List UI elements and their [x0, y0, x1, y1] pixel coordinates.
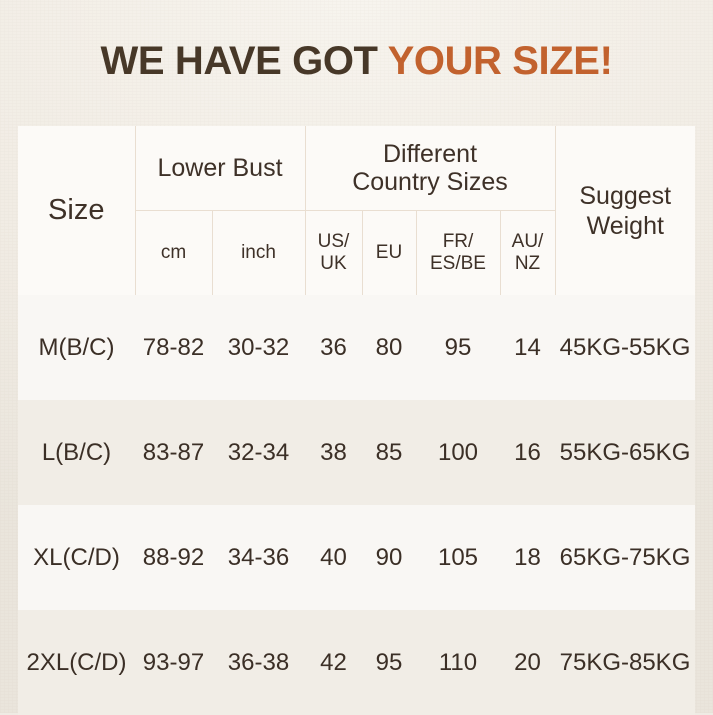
cell-size: XL(C/D) — [18, 505, 135, 610]
header-row-group: Size Lower Bust Different Country Sizes … — [18, 126, 695, 295]
header-size: Size — [18, 126, 136, 295]
cell-eu: 90 — [362, 505, 416, 610]
header-us-uk-line1: US/ — [317, 231, 350, 253]
header-us-uk: US/ UK — [305, 210, 363, 295]
header-suggest-weight-line1: Suggest — [579, 181, 672, 210]
header-au-nz: AU/ NZ — [500, 210, 556, 295]
table-row: M(B/C) 78-82 30-32 36 80 95 14 45KG-55KG — [18, 295, 695, 400]
cell-au-nz: 18 — [500, 505, 555, 610]
cell-au-nz: 14 — [500, 295, 555, 400]
cell-us-uk: 36 — [305, 295, 362, 400]
cell-us-uk: 42 — [305, 610, 362, 715]
cell-cm: 93-97 — [135, 610, 212, 715]
table-header: Size Lower Bust Different Country Sizes … — [18, 126, 695, 295]
cell-inch: 34-36 — [212, 505, 305, 610]
header-country-sizes: Different Country Sizes — [305, 126, 556, 211]
cell-eu: 80 — [362, 295, 416, 400]
header-au-nz-line2: NZ — [514, 253, 541, 274]
header-fr-es-be-line2: ES/BE — [430, 253, 486, 274]
cell-weight: 45KG-55KG — [555, 295, 695, 400]
cell-size: M(B/C) — [18, 295, 135, 400]
page-title: WE HAVE GOT YOUR SIZE! — [0, 41, 713, 81]
cell-weight: 75KG-85KG — [555, 610, 695, 715]
cell-au-nz: 20 — [500, 610, 555, 715]
table-row: L(B/C) 83-87 32-34 38 85 100 16 55KG-65K… — [18, 400, 695, 505]
size-chart-container: Size Lower Bust Different Country Sizes … — [18, 126, 695, 715]
header-cm: cm — [135, 210, 213, 295]
header-row-sub: cm inch US/ UK EU FR/ ES/BE AU/ NZ — [18, 210, 695, 295]
cell-weight: 65KG-75KG — [555, 505, 695, 610]
title-text-accent: YOUR SIZE! — [387, 39, 613, 83]
cell-us-uk: 38 — [305, 400, 362, 505]
header-suggest-weight: Suggest Weight — [555, 126, 695, 295]
size-chart-table: Size Lower Bust Different Country Sizes … — [18, 126, 695, 715]
cell-eu: 85 — [362, 400, 416, 505]
cell-inch: 36-38 — [212, 610, 305, 715]
header-eu: EU — [362, 210, 417, 295]
title-text-primary: WE HAVE GOT — [100, 39, 388, 83]
cell-weight: 55KG-65KG — [555, 400, 695, 505]
header-suggest-weight-line2: Weight — [586, 211, 664, 240]
header-inch: inch — [212, 210, 306, 295]
cell-inch: 30-32 — [212, 295, 305, 400]
header-fr-es-be-line1: FR/ — [442, 231, 474, 253]
cell-us-uk: 40 — [305, 505, 362, 610]
cell-size: 2XL(C/D) — [18, 610, 135, 715]
cell-fr-es-be: 110 — [416, 610, 500, 715]
header-country-sizes-line2: Country Sizes — [352, 168, 508, 196]
cell-eu: 95 — [362, 610, 416, 715]
header-country-sizes-line1: Different — [382, 140, 478, 168]
cell-fr-es-be: 100 — [416, 400, 500, 505]
cell-cm: 83-87 — [135, 400, 212, 505]
cell-au-nz: 16 — [500, 400, 555, 505]
cell-cm: 78-82 — [135, 295, 212, 400]
cell-size: L(B/C) — [18, 400, 135, 505]
header-au-nz-line1: AU/ — [511, 231, 544, 253]
header-us-uk-line2: UK — [320, 253, 347, 274]
header-lower-bust: Lower Bust — [135, 126, 306, 211]
cell-cm: 88-92 — [135, 505, 212, 610]
cell-inch: 32-34 — [212, 400, 305, 505]
header-fr-es-be: FR/ ES/BE — [416, 210, 501, 295]
table-row: 2XL(C/D) 93-97 36-38 42 95 110 20 75KG-8… — [18, 610, 695, 715]
cell-fr-es-be: 95 — [416, 295, 500, 400]
table-body: M(B/C) 78-82 30-32 36 80 95 14 45KG-55KG… — [18, 295, 695, 715]
cell-fr-es-be: 105 — [416, 505, 500, 610]
table-row: XL(C/D) 88-92 34-36 40 90 105 18 65KG-75… — [18, 505, 695, 610]
